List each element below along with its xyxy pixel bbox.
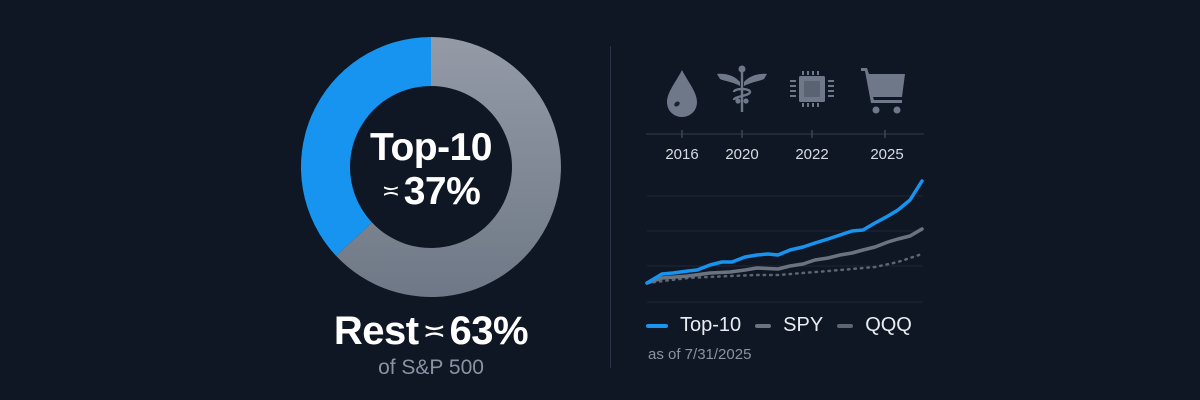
timeline-year-2022: 2022: [795, 146, 829, 163]
rest-label: Rest: [333, 309, 419, 353]
legend-item-top10: Top-10: [646, 314, 741, 337]
timeline-year-2020: 2020: [725, 146, 759, 163]
approx-symbol: ≍: [381, 178, 400, 203]
series-line-qqq: [645, 252, 924, 285]
rest-percent: 63%: [449, 309, 529, 353]
legend-item-spy: SPY: [755, 314, 823, 337]
legend-swatch-top10: [646, 323, 668, 328]
panel-divider: [610, 46, 611, 368]
approx-symbol: ≍: [422, 315, 446, 346]
series-line-spy: [645, 227, 924, 285]
legend-item-qqq: QQQ: [837, 314, 912, 337]
top10-percent: 37%: [403, 170, 481, 213]
microchip-icon: [790, 71, 834, 107]
timeline-year-2025: 2025: [870, 146, 904, 163]
donut-center-title: Top-10: [370, 126, 492, 169]
series-line-top10: [645, 179, 924, 285]
donut-center-value: ≍ 37%: [331, 170, 531, 214]
legend-swatch-qqq: [837, 323, 854, 328]
shopping-cart-icon: [861, 68, 905, 114]
rest-share-label: Rest ≍ 63%: [281, 309, 581, 354]
rest-subtitle: of S&P 500: [378, 356, 484, 379]
donut-segment-rest: [336, 37, 561, 297]
legend-label-spy: SPY: [783, 314, 824, 336]
legend-label-top10: Top-10: [680, 314, 742, 336]
as-of-date-footnote: as of 7/31/2025: [648, 346, 752, 363]
chart-legend: Top-10 SPY QQQ: [646, 314, 926, 337]
donut-segment-top10: [300, 36, 431, 256]
caduceus-healthcare-icon: [717, 65, 767, 112]
timeline-year-2016: 2016: [665, 146, 699, 163]
chart-gridlines: [647, 195, 923, 303]
legend-label-qqq: QQQ: [865, 314, 912, 336]
legend-swatch-spy: [755, 323, 772, 328]
oil-drop-icon: [667, 70, 697, 117]
